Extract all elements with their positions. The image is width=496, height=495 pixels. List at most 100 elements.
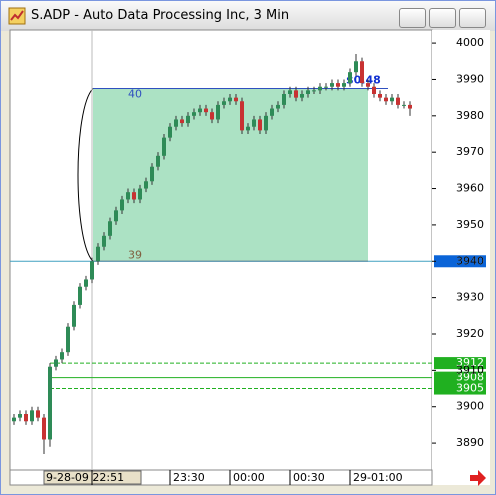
candle-body	[192, 112, 196, 116]
title-bar: S.ADP - Auto Data Processing Inc, 3 Min	[1, 1, 495, 31]
candle-body	[330, 83, 334, 87]
y-tick-label: 3980	[456, 109, 484, 122]
candle-body	[246, 126, 250, 131]
x-tick-label: 9-28-09 22:51	[46, 471, 124, 484]
candle-body	[144, 181, 148, 189]
candle-body	[126, 192, 130, 200]
x-tick-label: 00:30	[293, 471, 325, 484]
candle-body	[288, 90, 292, 94]
price-marker-label: 3905	[456, 382, 484, 395]
candle-body	[18, 414, 22, 418]
candle-body	[114, 210, 118, 222]
candle-body	[312, 90, 316, 92]
candle-body	[168, 126, 172, 138]
candle-body	[270, 108, 274, 116]
candle-body	[216, 104, 220, 120]
candle-body	[66, 326, 70, 353]
y-tick-label: 4000	[456, 36, 484, 49]
candle-body	[24, 414, 28, 422]
candle-body	[378, 94, 382, 98]
y-tick-label: 3890	[456, 436, 484, 449]
candle-body	[12, 417, 16, 422]
candle-body	[90, 261, 94, 280]
candle-body	[102, 235, 106, 247]
app-icon	[8, 7, 26, 25]
candle-body	[72, 304, 76, 327]
candle-body	[360, 61, 364, 84]
candle-body	[108, 221, 112, 236]
candle-body	[306, 90, 310, 94]
candle-body	[372, 86, 376, 94]
candle-body	[48, 366, 52, 440]
scroll-arrow[interactable]	[470, 470, 486, 486]
candle-body	[318, 86, 322, 91]
candle-body	[240, 101, 244, 131]
candle-body	[162, 137, 166, 156]
candle-body	[276, 104, 280, 109]
candle-body	[204, 108, 208, 113]
candle-body	[222, 101, 226, 105]
annotation: 39	[128, 248, 142, 261]
candle-body	[30, 410, 34, 422]
price-marker	[434, 255, 486, 268]
candle-body	[324, 86, 328, 88]
minimize-button[interactable]	[399, 8, 426, 28]
candle-body	[282, 94, 286, 105]
candle-body	[294, 90, 298, 98]
y-tick-label: 3900	[456, 400, 484, 413]
y-tick-label: 3940	[456, 254, 484, 267]
candle-body	[186, 115, 190, 124]
y-tick-label: 3990	[456, 72, 484, 85]
y-tick-label: 3960	[456, 182, 484, 195]
candle-body	[402, 104, 406, 106]
candle-body	[132, 192, 136, 200]
candle-body	[84, 279, 88, 287]
candle-body	[54, 359, 58, 367]
range-bracket	[77, 88, 94, 262]
candle-body	[348, 72, 352, 84]
candle-body	[384, 97, 388, 102]
candle-body	[150, 166, 154, 182]
close-button[interactable]	[459, 8, 486, 28]
candle-body	[390, 97, 394, 102]
y-tick-label: 3950	[456, 218, 484, 231]
range-box	[93, 88, 368, 262]
candle-body	[174, 119, 178, 127]
candle-body	[366, 83, 370, 87]
candle-body	[96, 246, 100, 262]
x-tick-label: 23:30	[173, 471, 205, 484]
price-marker	[434, 371, 486, 384]
candle-body	[210, 112, 214, 120]
x-tick-label: 00:00	[233, 471, 265, 484]
candle-body	[258, 119, 262, 131]
price-marker	[434, 382, 486, 395]
y-tick-label: 3970	[456, 145, 484, 158]
candle-body	[42, 417, 46, 440]
price-marker-label: 3940	[456, 254, 484, 267]
candle-body	[264, 115, 268, 131]
candle-body	[78, 286, 82, 305]
candle-body	[300, 94, 304, 98]
window-title: S.ADP - Auto Data Processing Inc, 3 Min	[31, 8, 290, 23]
candle-body	[180, 119, 184, 124]
candle-body	[60, 352, 64, 360]
annotation: 40	[128, 88, 142, 101]
y-tick-label: 3910	[456, 363, 484, 376]
y-tick-label: 3920	[456, 327, 484, 340]
candle-body	[396, 97, 400, 105]
candle-body	[234, 97, 238, 102]
candle-body	[198, 108, 202, 113]
candle-body	[408, 104, 412, 109]
candle-body	[36, 410, 40, 418]
candle-body	[228, 97, 232, 102]
candle-body	[342, 83, 346, 87]
x-tick-label: 29-01:00	[353, 471, 403, 484]
candle-body	[336, 83, 340, 87]
maximize-button[interactable]	[429, 8, 456, 28]
candle-body	[354, 61, 358, 73]
price-marker-label: 3908	[456, 371, 484, 384]
candle-body	[120, 199, 124, 211]
price-marker	[434, 357, 486, 370]
y-tick-label: 3930	[456, 291, 484, 304]
